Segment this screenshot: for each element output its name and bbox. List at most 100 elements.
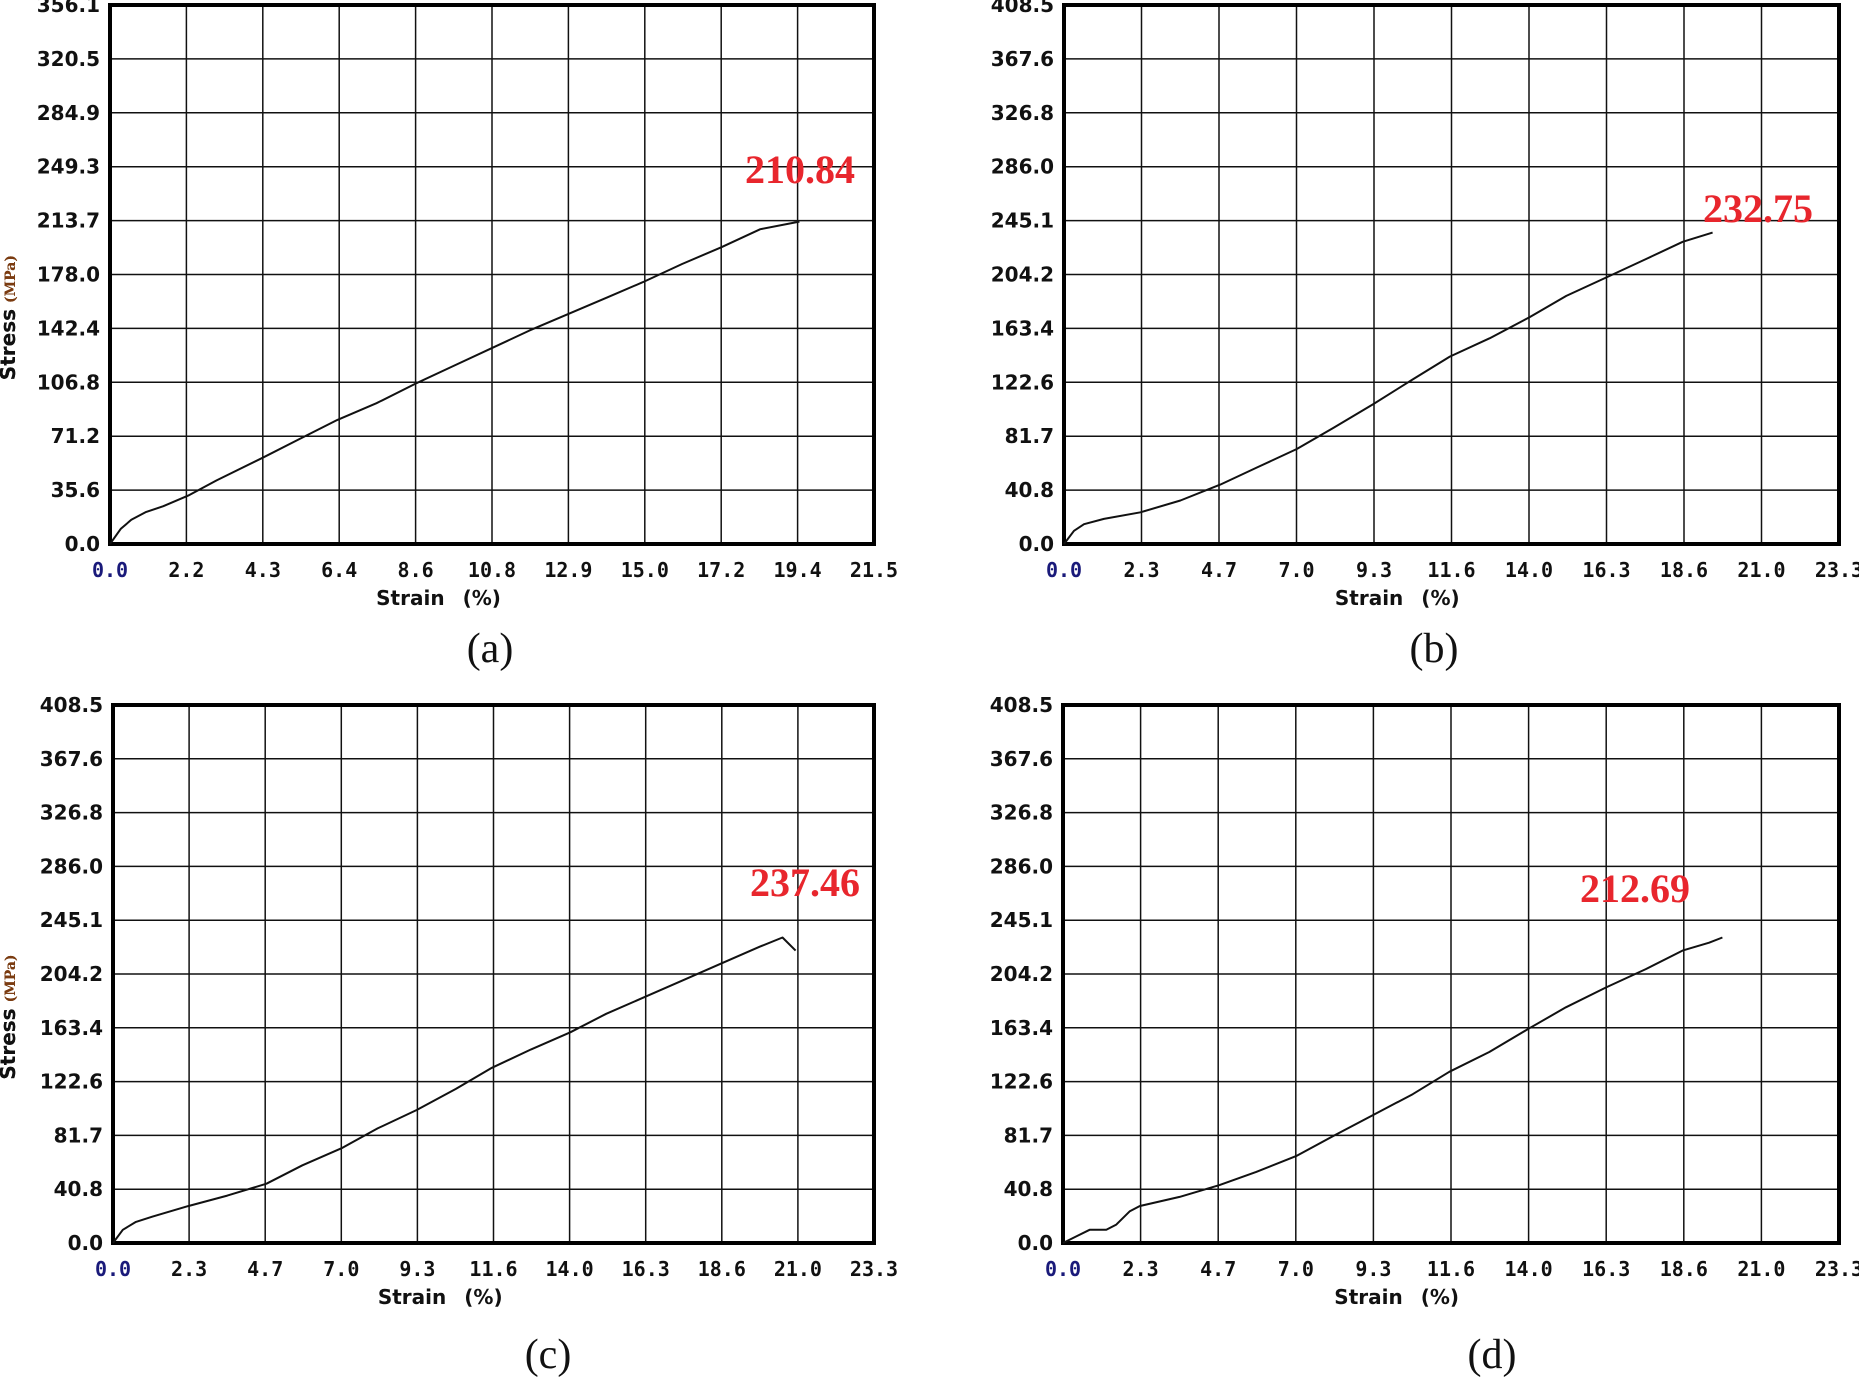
y-tick-label: 81.7 [1005, 424, 1054, 448]
panel-caption: (b) [1410, 626, 1459, 672]
x-tick-label: 14.0 [1505, 558, 1553, 582]
y-tick-label: 367.6 [40, 747, 103, 771]
x-tick-label: 17.2 [697, 558, 745, 582]
y-tick-label: 213.7 [37, 209, 100, 233]
x-tick-label: 2.3 [171, 1257, 207, 1281]
x-tick-label: 10.8 [468, 558, 516, 582]
x-tick-label: 14.0 [546, 1257, 594, 1281]
x-tick-label: 18.6 [1660, 1257, 1708, 1281]
x-axis-label: Strain [378, 1285, 446, 1309]
x-axis-unit: (%) [1421, 586, 1459, 610]
y-tick-label: 81.7 [1004, 1123, 1053, 1147]
y-tick-label: 81.7 [54, 1123, 103, 1147]
x-axis-title: Strain (%) [376, 586, 501, 610]
y-tick-label: 163.4 [991, 316, 1054, 340]
x-tick-label: 11.6 [469, 1257, 517, 1281]
x-tick-label: 16.3 [622, 1257, 670, 1281]
plot-frame [1062, 3, 1841, 546]
x-tick-label: 7.0 [323, 1257, 359, 1281]
x-tick-label: 23.3 [850, 1257, 898, 1281]
x-tick-label: 2.3 [1123, 558, 1159, 582]
x-tick-label: 23.3 [1815, 1257, 1859, 1281]
chart-panel-c: 0.0 40.8 81.7 122.6 163.4 204.2 245.1 286.0 326.… [0, 693, 898, 1378]
plot-frame [108, 3, 876, 546]
y-axis-label: Stress [0, 1008, 20, 1079]
y-tick-label: 286.0 [991, 155, 1054, 179]
x-tick-label: 2.2 [168, 558, 204, 582]
x-tick-label: 7.0 [1278, 558, 1314, 582]
y-tick-label: 0.0 [65, 532, 100, 556]
y-tick-label: 0.0 [68, 1231, 103, 1255]
x-tick-label: 6.4 [321, 558, 357, 582]
x-tick-label: 11.6 [1427, 1257, 1475, 1281]
y-tick-label: 40.8 [1004, 1177, 1053, 1201]
x-axis-label: Strain [1334, 1285, 1402, 1309]
peak-stress-annotation: 212.69 [1580, 866, 1690, 911]
peak-stress-annotation: 232.75 [1703, 186, 1813, 231]
x-tick-label: 14.0 [1505, 1257, 1553, 1281]
x-axis-label: Strain [1335, 586, 1403, 610]
y-tick-label: 286.0 [40, 854, 103, 878]
x-tick-label: 23.3 [1815, 558, 1859, 582]
x-axis-title: Strain (%) [378, 1285, 503, 1309]
y-tick-label: 204.2 [40, 962, 103, 986]
x-axis-unit: (%) [464, 1285, 502, 1309]
x-tick-label: 16.3 [1582, 1257, 1630, 1281]
y-tick-label: 408.5 [991, 0, 1054, 17]
x-tick-label: 4.7 [1200, 1257, 1236, 1281]
y-axis-unit: (MPa) [3, 954, 19, 1002]
x-axis-unit: (%) [1421, 1285, 1459, 1309]
x-axis-label: Strain [376, 586, 444, 610]
y-axis-title: Stress (MPa) [0, 255, 20, 380]
y-tick-label: 40.8 [54, 1177, 103, 1201]
y-tick-label: 320.5 [37, 47, 100, 71]
x-tick-label: 16.3 [1582, 558, 1630, 582]
y-tick-label: 245.1 [991, 209, 1054, 233]
y-tick-label: 249.3 [37, 155, 100, 179]
x-tick-label: 15.0 [621, 558, 669, 582]
x-tick-label: 8.6 [398, 558, 434, 582]
y-tick-label: 326.8 [40, 801, 103, 825]
x-tick-label: 11.6 [1427, 558, 1475, 582]
x-tick-label: 12.9 [544, 558, 592, 582]
y-axis-unit: (MPa) [3, 255, 19, 303]
x-tick-label: 0.0 [1046, 558, 1082, 582]
y-tick-label: 40.8 [1005, 478, 1054, 502]
y-axis-label: Stress [0, 309, 20, 380]
y-tick-label: 284.9 [37, 101, 100, 125]
x-tick-label: 21.0 [1737, 1257, 1785, 1281]
y-tick-label: 245.1 [990, 908, 1053, 932]
y-axis-label: Stress [0, 309, 20, 380]
y-tick-label: 122.6 [990, 1070, 1053, 1094]
panel-caption: (a) [467, 626, 514, 672]
y-axis-unit: (MPa) [3, 954, 19, 1002]
x-tick-label: 2.3 [1123, 1257, 1159, 1281]
x-tick-label: 21.5 [850, 558, 898, 582]
y-tick-label: 163.4 [40, 1016, 103, 1040]
x-tick-label: 18.6 [698, 1257, 746, 1281]
x-axis-title: Strain (%) [1335, 586, 1460, 610]
y-axis-label: Stress [0, 1008, 20, 1079]
y-axis-unit: (MPa) [3, 255, 19, 303]
panel-caption: (d) [1468, 1332, 1517, 1378]
x-axis-unit: (%) [463, 586, 501, 610]
y-tick-label: 245.1 [40, 908, 103, 932]
x-tick-label: 9.3 [399, 1257, 435, 1281]
y-tick-label: 204.2 [991, 263, 1054, 287]
chart-panel-d: 0.0 40.8 81.7 122.6 163.4 204.2 245.1 286.0 326.… [0, 693, 1859, 1378]
y-tick-label: 326.8 [991, 101, 1054, 125]
y-tick-label: 408.5 [40, 693, 103, 717]
chart-panel-a: 0.0 35.6 71.2 106.8 142.4 178.0 213.7 249.3 284.… [0, 0, 898, 672]
y-tick-label: 408.5 [990, 693, 1053, 717]
y-tick-label: 286.0 [990, 854, 1053, 878]
y-tick-label: 204.2 [990, 962, 1053, 986]
plot-frame [111, 703, 876, 1245]
x-tick-label: 19.4 [774, 558, 822, 582]
chart-panel-b: 0.0 40.8 81.7 122.6 163.4 204.2 245.1 286.0 326.… [0, 0, 1859, 672]
y-axis-title: Stress (MPa) [0, 255, 20, 380]
x-tick-label: 4.7 [247, 1257, 283, 1281]
stress-strain-curve [109, 220, 800, 545]
x-tick-label: 9.3 [1355, 1257, 1391, 1281]
y-tick-label: 122.6 [991, 370, 1054, 394]
